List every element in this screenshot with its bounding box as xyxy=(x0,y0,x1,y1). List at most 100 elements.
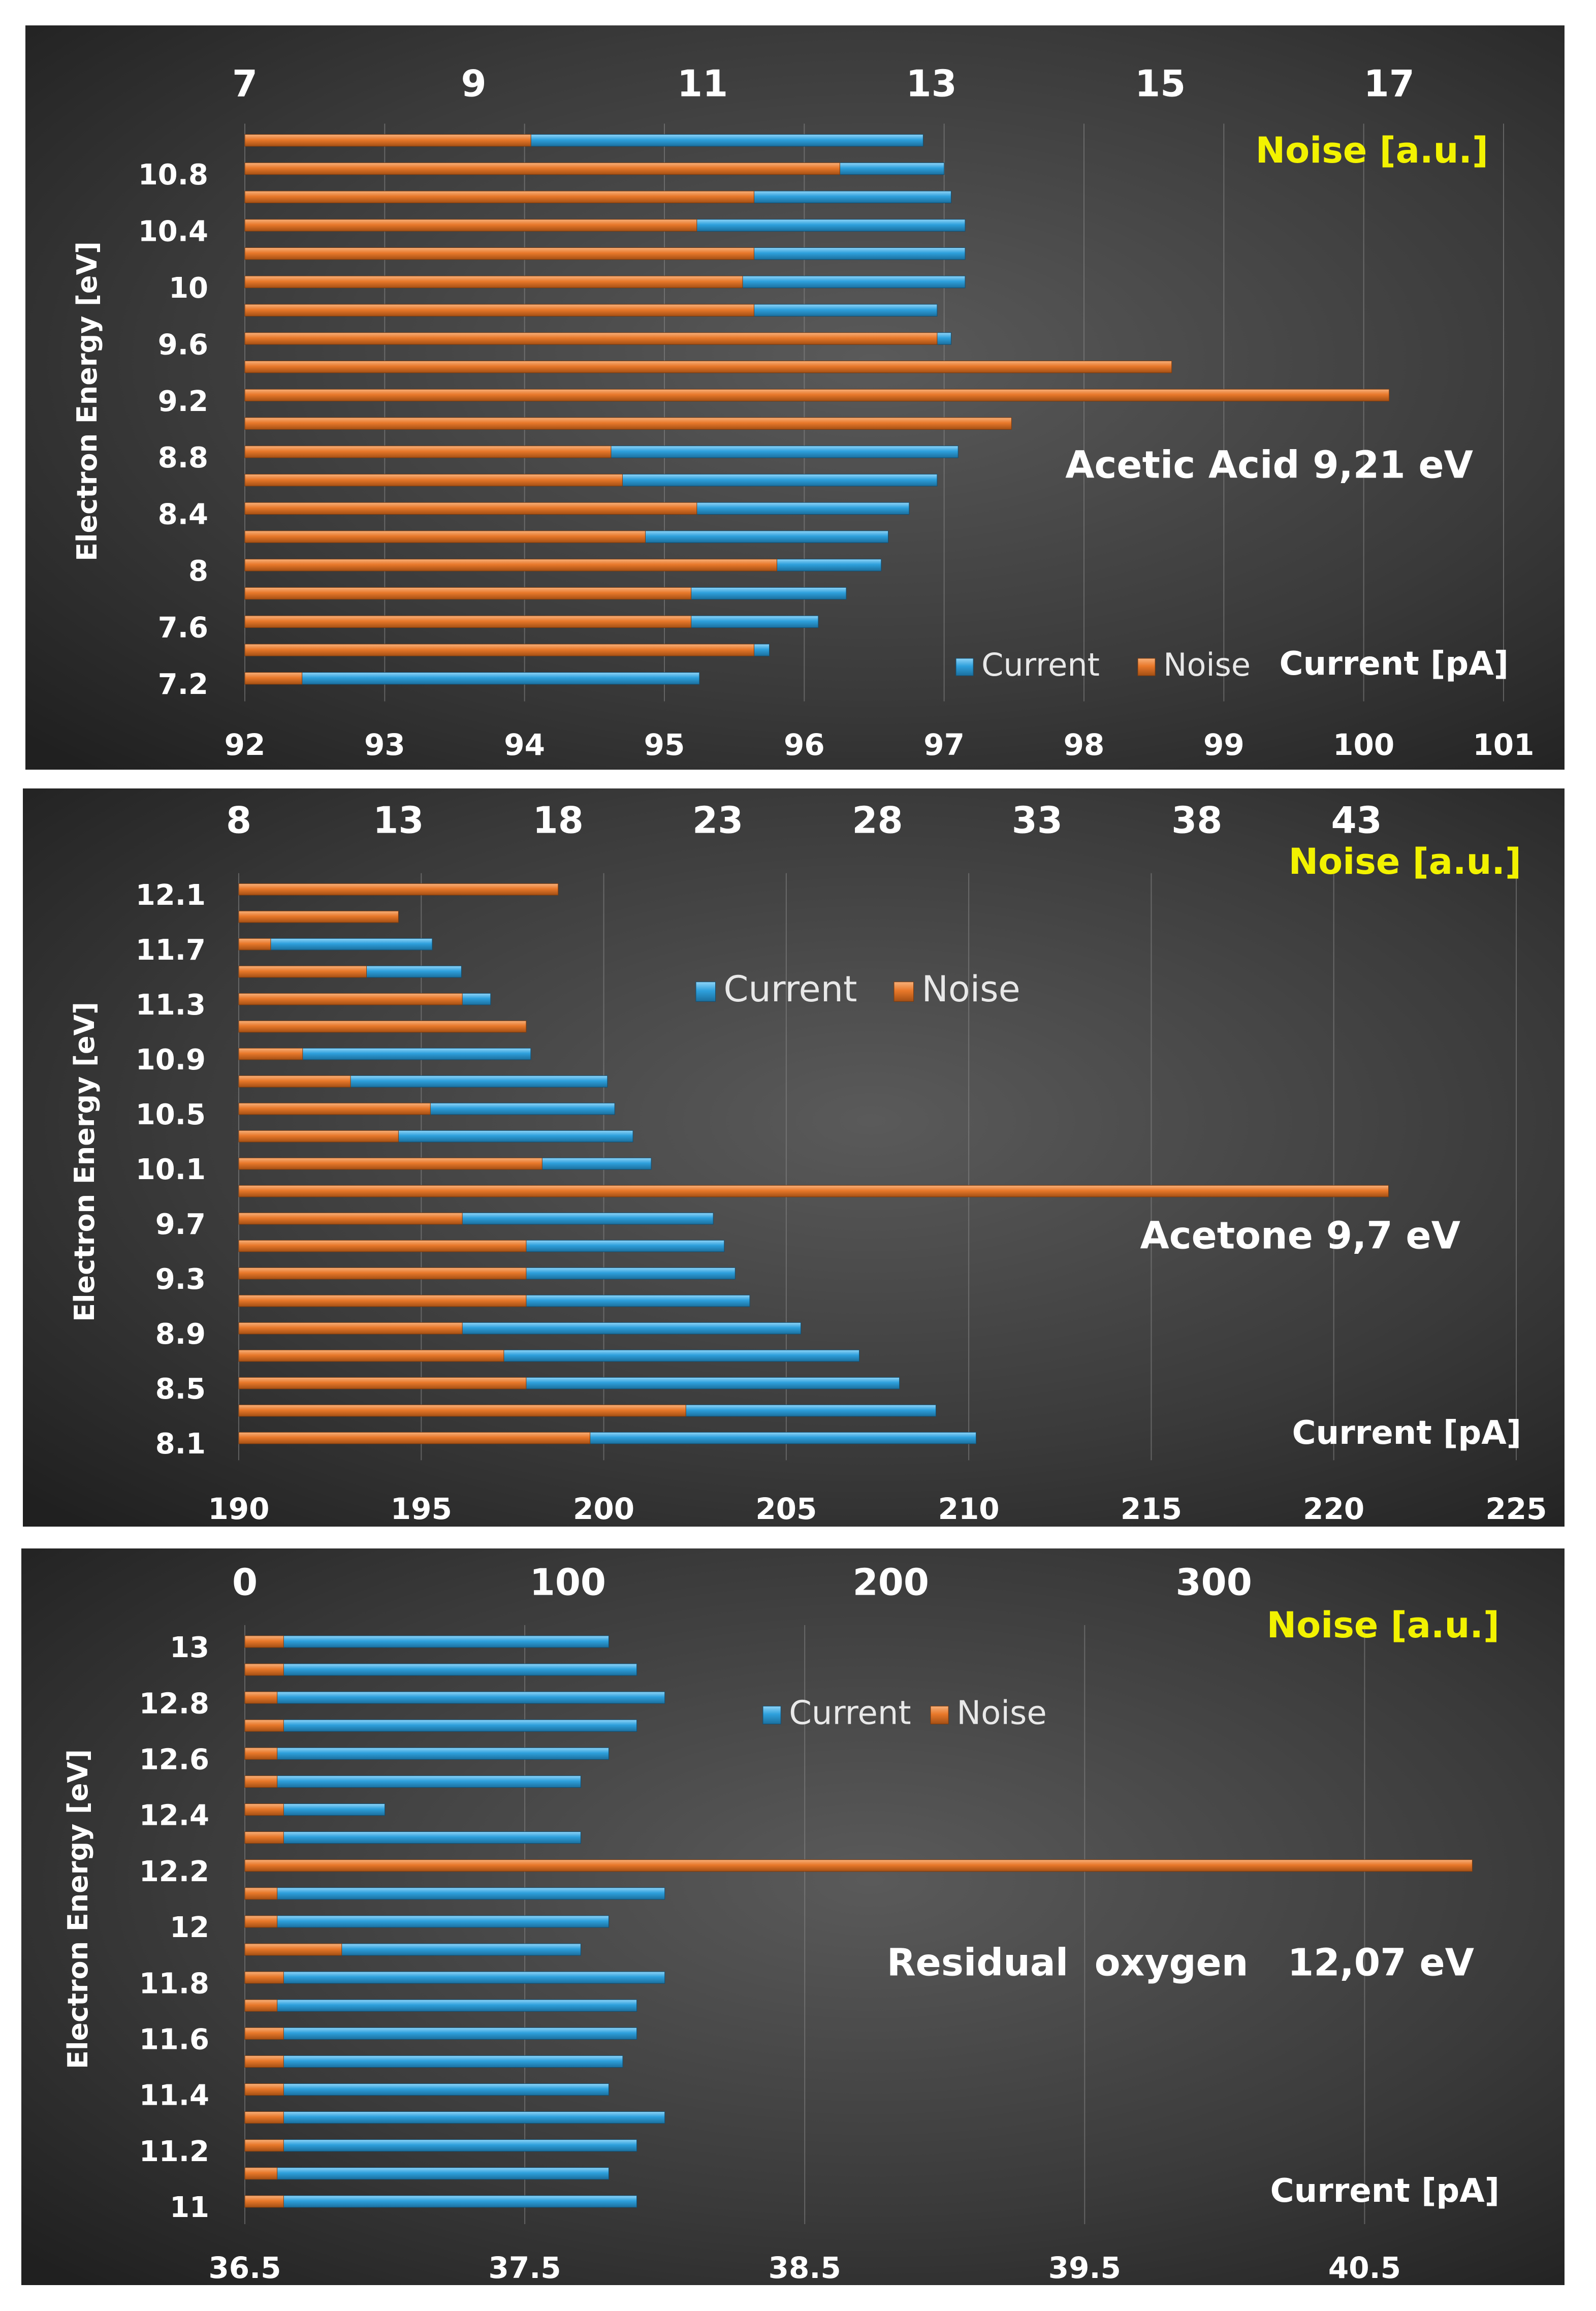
noise-bar xyxy=(238,1240,527,1252)
noise-bar xyxy=(244,332,938,345)
current-bar xyxy=(244,1775,581,1788)
y-tick-label: 10.1 xyxy=(136,1153,206,1186)
chart-annotation: Acetone 9,7 eV xyxy=(1140,1214,1460,1258)
current-bar xyxy=(244,1887,665,1900)
noise-bar xyxy=(244,530,646,543)
y-axis-label: Electron Energy [eV] xyxy=(62,1749,94,2069)
y-tick-label: 8 xyxy=(188,555,208,588)
legend-current-marker xyxy=(762,1705,781,1725)
noise-bar xyxy=(244,473,623,487)
noise-bar xyxy=(244,559,778,572)
current-bar xyxy=(244,1691,665,1704)
current-axis-tick: 98 xyxy=(1064,727,1105,762)
y-tick-label: 8.9 xyxy=(155,1318,206,1351)
y-tick-label: 7.6 xyxy=(158,612,208,645)
current-axis-label: Current [pA] xyxy=(1292,1414,1521,1452)
current-axis-tick: 99 xyxy=(1203,727,1244,762)
current-axis-tick: 37.5 xyxy=(489,2251,561,2285)
noise-bar xyxy=(244,360,1172,373)
noise-bar xyxy=(244,389,1390,402)
legend-noise-label: Noise xyxy=(922,968,1020,1010)
noise-bar xyxy=(244,1915,278,1928)
noise-bar xyxy=(244,644,754,656)
noise-bar xyxy=(238,1212,463,1225)
noise-bar xyxy=(244,615,692,628)
current-axis-tick: 38.5 xyxy=(769,2251,841,2285)
current-bar xyxy=(244,1915,609,1928)
noise-bar xyxy=(244,2083,284,2096)
noise-bar xyxy=(238,1075,351,1088)
legend-noise-marker xyxy=(930,1705,949,1725)
chart-acetone: 8.1 8.5 8.9 9.3 9.7 10.1 10.5 10.9 11.3 11.7 12.1 E… xyxy=(23,788,1565,1527)
current-axis-label: Current [pA] xyxy=(1280,645,1509,683)
current-axis-tick: 96 xyxy=(784,727,825,762)
noise-axis-tick: 300 xyxy=(1176,1561,1252,1604)
noise-bar xyxy=(238,993,463,1005)
noise-bar xyxy=(244,134,531,147)
legend-noise-label: Noise xyxy=(956,1695,1047,1732)
noise-bar xyxy=(244,304,754,316)
noise-axis-tick: 23 xyxy=(692,799,743,842)
noise-bar xyxy=(238,1349,504,1362)
y-tick-label: 11.3 xyxy=(136,989,206,1022)
current-bar xyxy=(244,672,700,685)
noise-bar xyxy=(244,1999,278,2012)
legend-current-label: Current xyxy=(789,1695,911,1732)
noise-bar xyxy=(238,1404,686,1417)
noise-axis-tick: 15 xyxy=(1135,62,1186,105)
noise-bar xyxy=(244,587,692,600)
y-tick-label: 9.3 xyxy=(155,1263,206,1296)
current-axis-tick: 190 xyxy=(208,1492,269,1526)
y-axis-label: Electron Energy [eV] xyxy=(69,1002,101,1322)
noise-bar xyxy=(244,247,754,260)
chart-acetic-acid: 7.2 7.6 8 8.4 8.8 9.2 9.6 10 10.4 10.8 Electron En… xyxy=(25,25,1565,770)
noise-bar xyxy=(244,1887,278,1900)
legend-current-marker xyxy=(955,658,974,676)
current-axis-tick: 200 xyxy=(573,1492,634,1526)
y-tick-label: 10 xyxy=(169,272,208,305)
noise-bar xyxy=(244,219,697,232)
legend-noise-marker xyxy=(893,982,914,1002)
y-tick-label: 11.6 xyxy=(139,2023,209,2056)
y-tick-label: 12.1 xyxy=(136,879,206,912)
noise-bar xyxy=(244,502,697,515)
y-tick-label: 12.8 xyxy=(139,1687,209,1720)
y-tick-label: 9.2 xyxy=(158,385,208,418)
current-bar xyxy=(244,2167,609,2180)
noise-axis-label: Noise [a.u.] xyxy=(1267,1604,1499,1646)
noise-axis-tick: 18 xyxy=(533,799,584,842)
noise-axis-tick: 8 xyxy=(226,799,251,842)
y-tick-label: 11.8 xyxy=(139,1967,209,2000)
noise-bar xyxy=(244,2055,284,2068)
current-bar xyxy=(244,1747,609,1760)
current-axis-tick: 93 xyxy=(364,727,405,762)
current-axis-tick: 92 xyxy=(225,727,266,762)
noise-axis-tick: 11 xyxy=(677,62,728,105)
current-bar xyxy=(244,1719,637,1732)
y-tick-label: 12.6 xyxy=(139,1744,209,1777)
current-axis-tick: 195 xyxy=(391,1492,452,1526)
noise-bar xyxy=(238,1020,527,1033)
current-bar xyxy=(244,1831,581,1844)
y-axis-label: Electron Energy [eV] xyxy=(71,241,103,561)
current-bar xyxy=(244,2055,623,2068)
y-tick-label: 10.8 xyxy=(138,159,208,192)
noise-bar xyxy=(244,2027,284,2040)
noise-bar xyxy=(244,1859,1473,1872)
noise-bar xyxy=(244,672,303,685)
noise-bar xyxy=(244,191,754,203)
noise-axis-tick: 17 xyxy=(1364,62,1415,105)
current-axis-label: Current [pA] xyxy=(1270,2172,1499,2210)
noise-bar xyxy=(238,1157,542,1170)
current-axis-tick: 94 xyxy=(504,727,545,762)
current-axis-tick: 97 xyxy=(923,727,965,762)
current-bar xyxy=(244,1971,665,1984)
noise-bar xyxy=(244,1803,284,1816)
y-tick-label: 8.4 xyxy=(158,498,208,531)
y-tick-label: 8.1 xyxy=(155,1428,206,1461)
y-tick-label: 12 xyxy=(170,1911,209,1944)
current-bar xyxy=(244,2139,637,2152)
current-axis-tick: 215 xyxy=(1121,1492,1182,1526)
current-axis-tick: 220 xyxy=(1303,1492,1364,1526)
chart-annotation: Residual oxygen 12,07 eV xyxy=(887,1941,1474,1985)
